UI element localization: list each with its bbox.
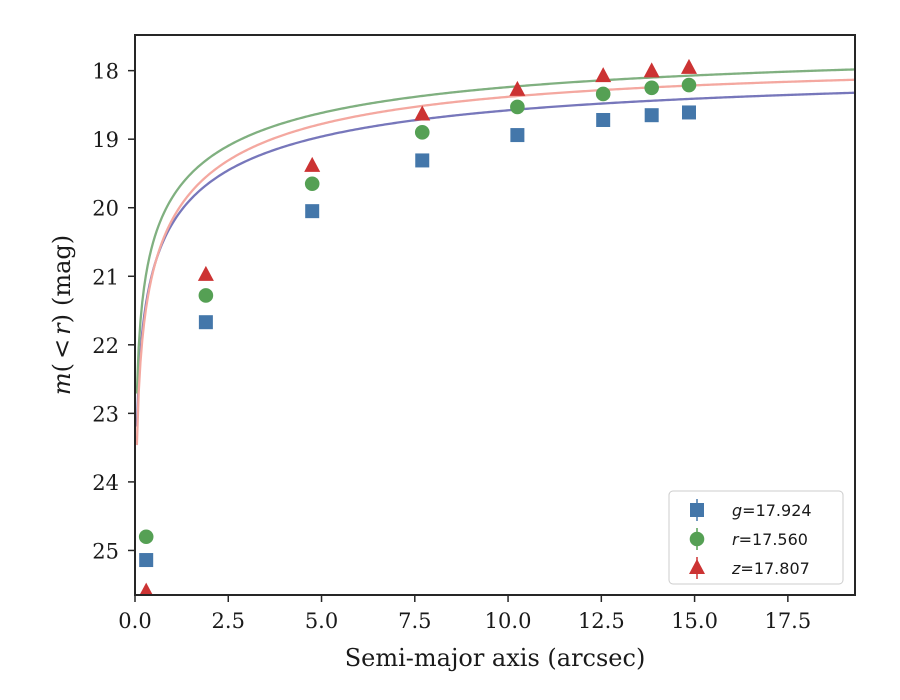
x-tick-label: 5.0 <box>305 609 338 633</box>
y-axis-ticks: 18 19 20 21 22 23 24 25 <box>92 60 135 563</box>
data-point-r <box>414 125 430 140</box>
y-tick-label: 25 <box>92 539 119 563</box>
legend-label-z: z=17.807 <box>731 559 810 578</box>
y-label-open-paren: ( <box>48 363 76 372</box>
data-point-z <box>414 105 431 121</box>
data-point-r <box>595 86 611 102</box>
data-point-r <box>644 80 659 96</box>
fit-curves <box>135 68 855 446</box>
legend-value: 17.924 <box>756 501 812 520</box>
legend-var: g <box>732 501 742 520</box>
x-tick-label: 0.0 <box>118 609 151 633</box>
data-points <box>138 58 697 595</box>
legend-box <box>668 490 844 585</box>
x-tick-label: 2.5 <box>212 609 245 633</box>
x-tick-label: 10.0 <box>485 609 532 633</box>
x-tick-label: 12.5 <box>578 609 625 633</box>
x-axis-label: Semi-major axis (arcsec) <box>345 644 646 672</box>
y-tick-label: 19 <box>92 128 119 152</box>
data-point-z <box>139 582 153 595</box>
x-axis-ticks: 0.0 2.5 5.0 7.5 10.0 12.5 15.0 17.5 <box>118 595 811 633</box>
data-point-z <box>509 80 526 96</box>
legend-label-r: r=17.560 <box>732 530 808 549</box>
x-tick-label: 17.5 <box>764 609 811 633</box>
data-point-g <box>415 153 430 168</box>
data-point-r <box>138 529 154 545</box>
data-point-z <box>304 156 321 172</box>
y-tick-label: 22 <box>92 334 119 358</box>
data-point-r <box>304 176 320 192</box>
fit-curve-z <box>135 78 855 446</box>
data-point-g <box>510 128 525 143</box>
legend-var: r <box>732 530 740 549</box>
y-label-m: m <box>48 372 76 395</box>
y-axis-label: m( < r) (mag) <box>48 235 76 395</box>
y-label-unit: (mag) <box>48 235 76 306</box>
legend-marker-z <box>689 559 705 574</box>
data-point-g <box>644 108 659 123</box>
data-point-r <box>510 99 525 115</box>
fit-curve-r <box>135 68 855 394</box>
data-point-z <box>595 67 612 83</box>
data-point-g <box>305 204 320 219</box>
y-tick-label: 24 <box>92 471 119 495</box>
y-label-close-paren: ) <box>48 314 76 323</box>
data-point-g <box>681 105 696 120</box>
legend-eq: = <box>742 501 755 520</box>
data-point-g <box>596 112 611 127</box>
legend-value: 17.560 <box>752 530 808 549</box>
plot-frame <box>134 34 856 596</box>
legend-marker-g <box>690 503 704 517</box>
data-point-r <box>198 288 214 303</box>
y-tick-label: 23 <box>92 402 119 426</box>
legend-marker-r <box>689 531 705 547</box>
data-point-z <box>197 265 214 281</box>
legend-eq: = <box>739 530 752 549</box>
legend-value: 17.807 <box>754 559 810 578</box>
y-tick-label: 21 <box>92 265 119 289</box>
data-point-g <box>139 553 154 568</box>
data-point-z <box>680 58 697 74</box>
legend-var: z <box>731 559 741 578</box>
data-point-z <box>643 62 660 78</box>
data-point-r <box>681 77 697 93</box>
x-tick-label: 15.0 <box>671 609 718 633</box>
x-tick-label: 7.5 <box>398 609 431 633</box>
fit-curve-g <box>135 91 855 427</box>
y-tick-label: 20 <box>92 197 119 221</box>
legend-label-g: g=17.924 <box>732 501 812 520</box>
y-tick-label: 18 <box>92 60 119 84</box>
y-label-lt: < <box>48 339 76 359</box>
data-point-g <box>198 315 213 330</box>
legend-eq: = <box>740 559 753 578</box>
y-label-r: r <box>48 322 76 335</box>
